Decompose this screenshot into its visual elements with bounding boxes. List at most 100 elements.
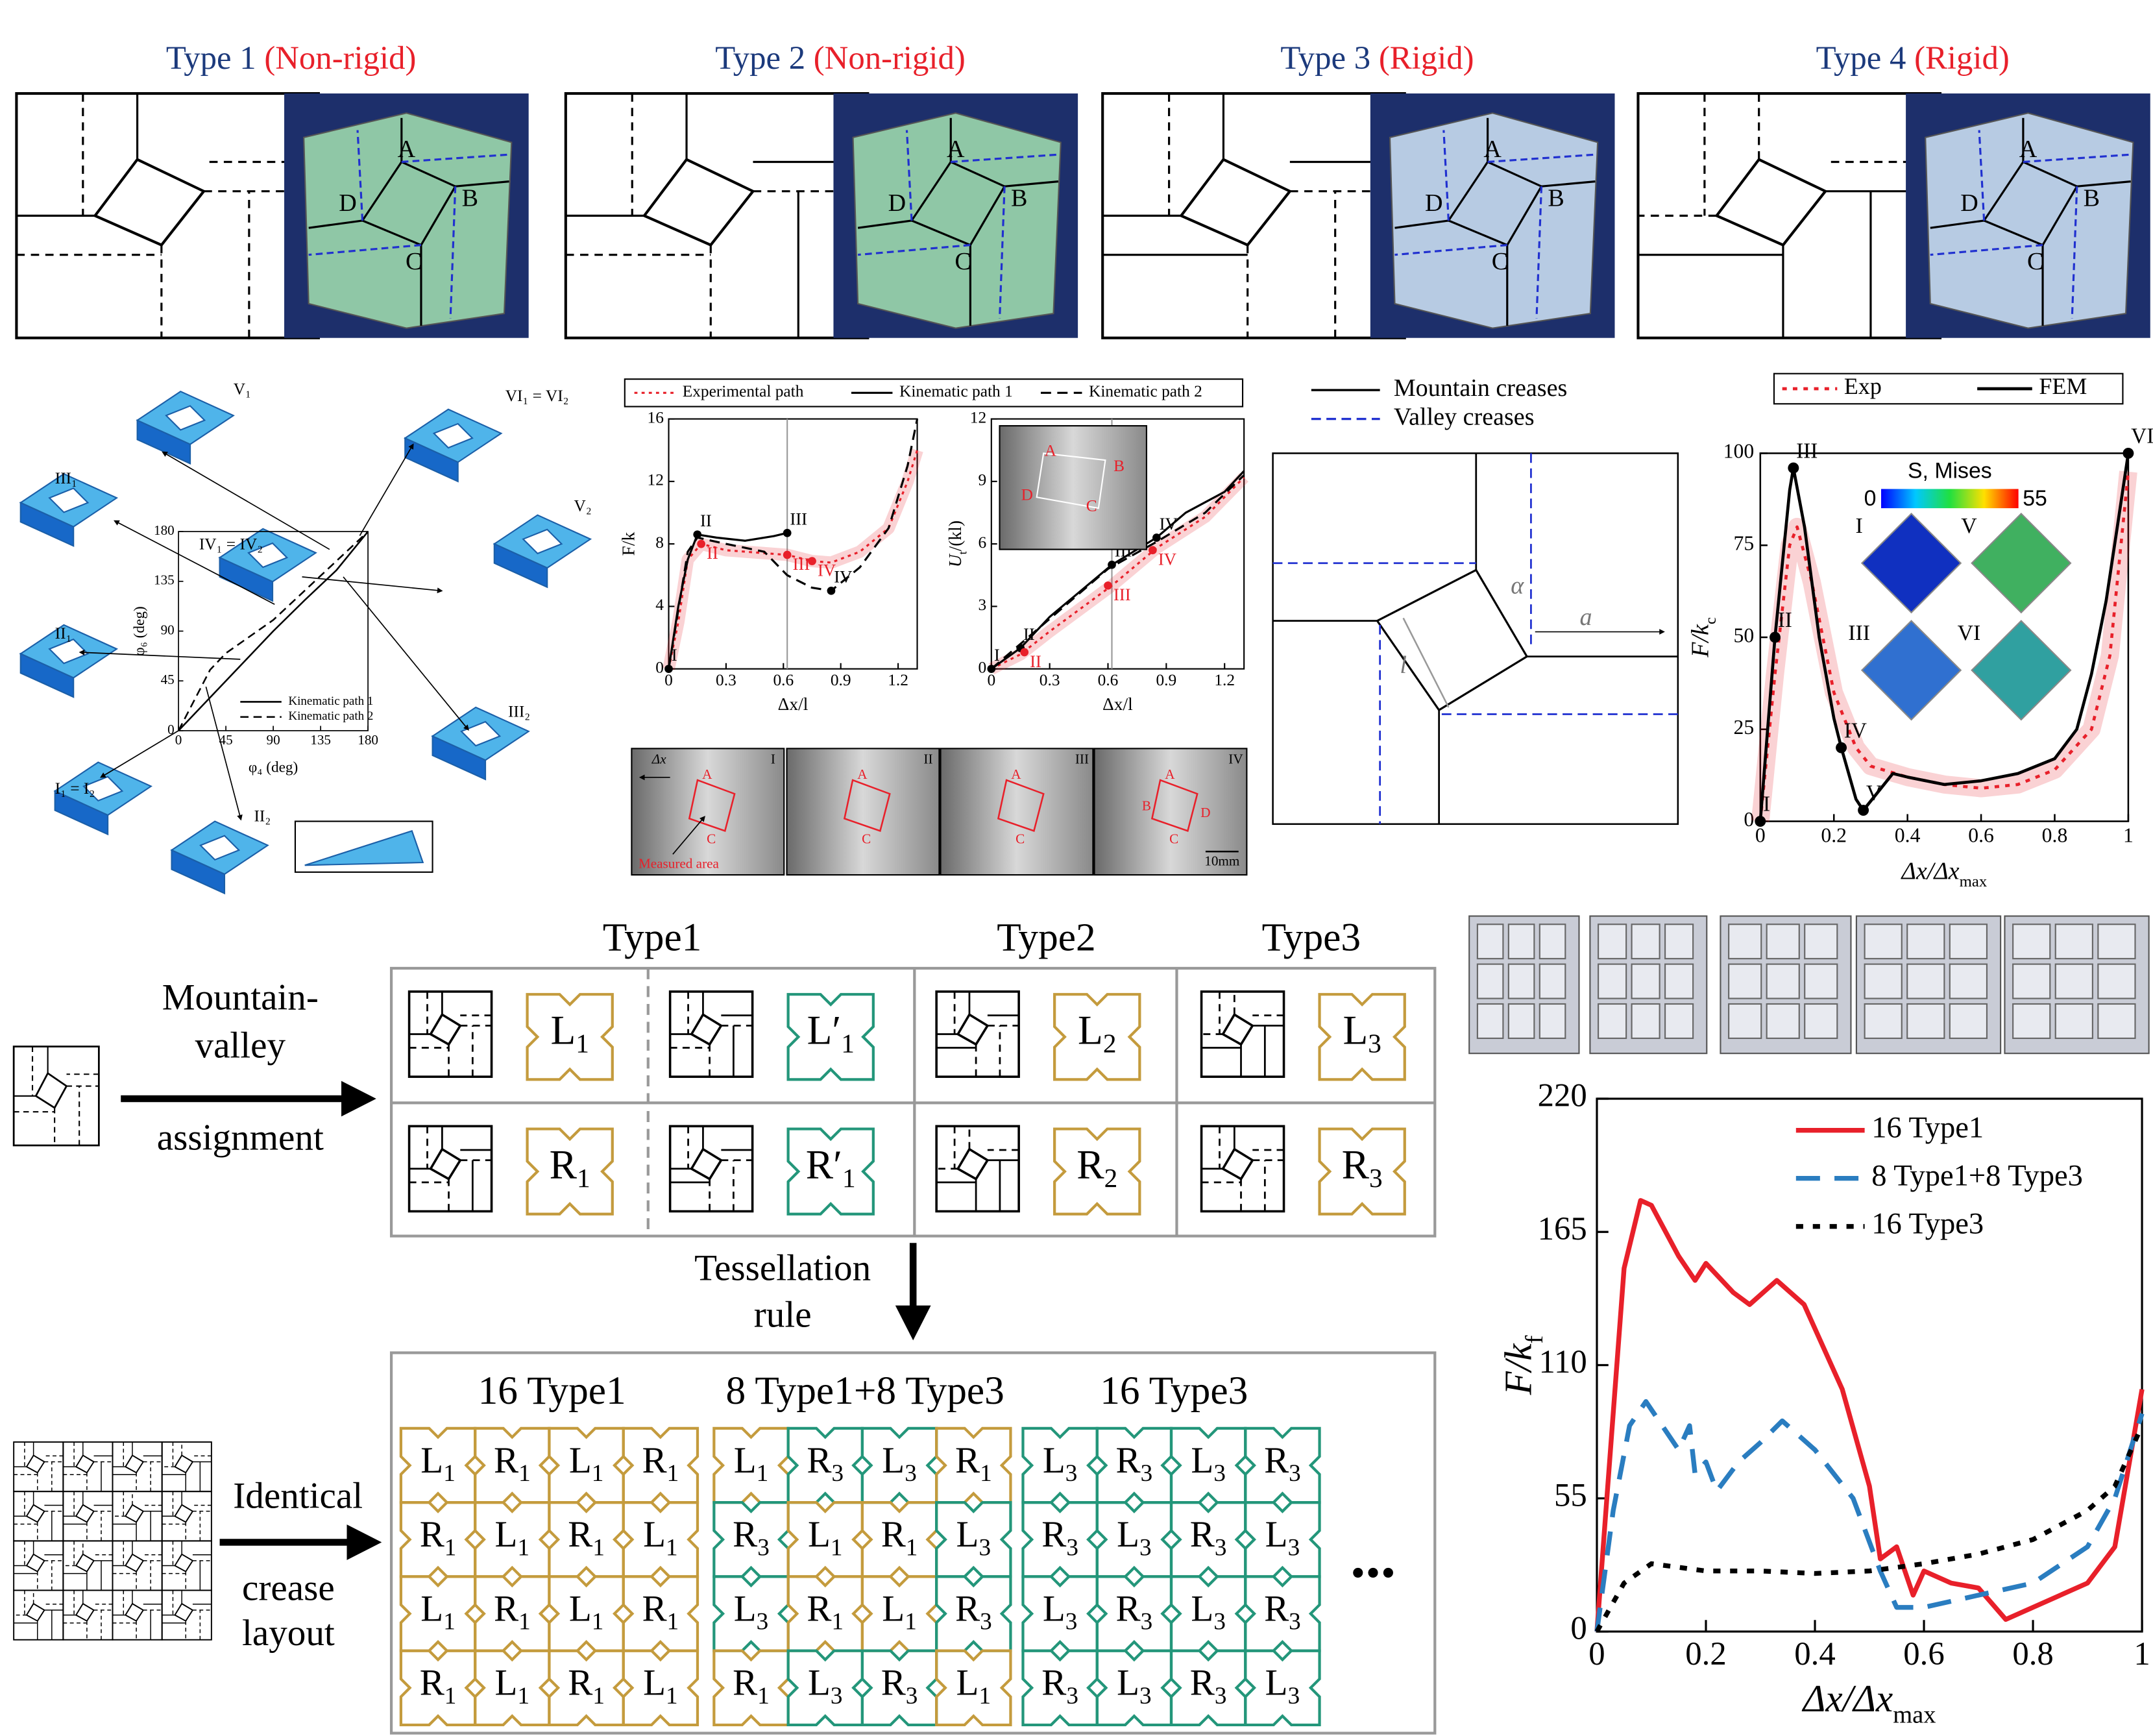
curve: [990, 474, 1245, 670]
tile-letter: R: [1041, 1663, 1067, 1704]
x-tick-label: 1: [2123, 824, 2134, 846]
length-label: a: [1580, 604, 1592, 631]
photo-cell: [1539, 1003, 1566, 1039]
tile-label: L1: [569, 1589, 603, 1635]
y-tick-label: 180: [154, 522, 175, 538]
pattern-square: [25, 1602, 45, 1622]
pointer: [164, 452, 330, 550]
pointer-head: [79, 650, 85, 655]
tile-letter: R: [1190, 1663, 1215, 1704]
tile-index: 1: [979, 1682, 991, 1709]
tile-label: L3: [1191, 1440, 1225, 1487]
layout-text: Identical: [233, 1476, 363, 1517]
assignment-text: valley: [195, 1025, 286, 1066]
tile-letter: R: [1076, 1141, 1104, 1187]
y-tick-label: 75: [1734, 532, 1755, 555]
colorbar-label: 55: [2023, 486, 2047, 511]
tile-label: R3: [1041, 1663, 1078, 1709]
photo-cell: [1804, 1003, 1838, 1039]
tile-index: 1: [443, 1460, 456, 1487]
tile-letter: L: [956, 1514, 979, 1555]
legend-label: Mountain creases: [1394, 374, 1568, 402]
point-label: A: [1165, 766, 1175, 782]
tile-label: L3: [956, 1514, 991, 1561]
tile-index: 3: [1215, 1534, 1227, 1561]
tile-letter: L: [1265, 1514, 1288, 1555]
state-point: [693, 530, 702, 539]
photo-cell: [1949, 963, 1988, 999]
strip-photo: [786, 748, 940, 876]
x-tick-label: 0.4: [1794, 1635, 1835, 1672]
type-title: Type 1 (Non-rigid): [166, 40, 417, 76]
y-tick-label: 0: [1744, 808, 1754, 831]
measured-label: Measured area: [639, 856, 720, 872]
tile-index: 1: [831, 1534, 843, 1561]
y-tick-label: 220: [1538, 1077, 1587, 1114]
point-label: A: [1045, 442, 1057, 460]
tile-letter: L: [495, 1514, 518, 1555]
pointer: [302, 576, 440, 591]
state-label: I: [994, 645, 1000, 665]
pattern-square: [25, 1504, 45, 1523]
origami-icon: [522, 528, 563, 555]
origami-icon: [48, 638, 90, 665]
type-heading: Type3: [1262, 915, 1361, 959]
x-tick-label: 0: [987, 671, 995, 689]
tile-label: R1: [568, 1663, 605, 1709]
y-axis-label-sub: t: [956, 551, 969, 554]
point-label: C: [406, 248, 422, 275]
pattern-square: [429, 1147, 462, 1181]
x-axis-label: φ₄ (deg): [249, 759, 298, 776]
point-label: A: [1483, 136, 1502, 163]
pattern-square: [93, 158, 206, 247]
tile: [786, 1127, 875, 1216]
x-tick-label: 1.2: [1214, 671, 1235, 689]
legend-box: [1773, 373, 2124, 405]
state-label: II: [1030, 652, 1041, 671]
tile-letter: R′: [806, 1141, 842, 1187]
tile-label: L3: [1191, 1589, 1225, 1635]
tile-index: 1: [666, 1682, 678, 1709]
assignment-text: assignment: [157, 1117, 324, 1158]
tile-index: 1: [905, 1608, 917, 1635]
inset-label: I: [1856, 514, 1863, 538]
photo-cell: [1864, 963, 1903, 999]
y-axis-label: F/k: [618, 532, 639, 556]
photo-valley: [401, 153, 509, 164]
state-label: IV: [1160, 514, 1178, 533]
x-tick-label: 1.2: [888, 671, 908, 689]
tile-index: 3: [1066, 1534, 1078, 1561]
pattern-frame: [62, 1540, 114, 1591]
tile-index: 1: [577, 1163, 590, 1193]
tile-label: L1: [569, 1440, 603, 1487]
tile-index: 1: [517, 1682, 529, 1709]
tile-index: 1: [592, 1608, 604, 1635]
photo-crease: [455, 180, 509, 188]
tile-label: L3: [1117, 1514, 1151, 1561]
tile-index: 3: [906, 1682, 918, 1709]
point-label: C: [1086, 496, 1097, 515]
colorbar-label: 0: [1864, 486, 1877, 511]
y-tick-label: 0: [978, 658, 986, 676]
pointer: [82, 652, 241, 660]
tile: [622, 1649, 699, 1727]
state-point: [1108, 560, 1116, 569]
x-tick-label: 0.8: [2012, 1635, 2053, 1672]
tile-letter: R: [1116, 1589, 1141, 1630]
x-tick-label: 0.6: [1098, 671, 1119, 689]
tile-letter: L: [643, 1514, 666, 1555]
photo-cell: [1864, 923, 1903, 960]
photo-cell: [1631, 963, 1660, 999]
tile-label: R1: [807, 1589, 844, 1635]
pattern-square: [75, 1504, 95, 1523]
tile-label: L3: [1265, 1514, 1300, 1561]
x-tick-label: 180: [358, 732, 378, 748]
pattern-square: [642, 158, 755, 247]
tile-label: L3: [882, 1440, 916, 1487]
strip-photo: [940, 748, 1094, 876]
tile-index: 3: [831, 1682, 843, 1709]
tile-letter: R: [733, 1663, 758, 1704]
tile-letter: R: [420, 1663, 445, 1704]
point-label: B: [1011, 184, 1027, 212]
measured-pointer-head: [699, 816, 705, 822]
